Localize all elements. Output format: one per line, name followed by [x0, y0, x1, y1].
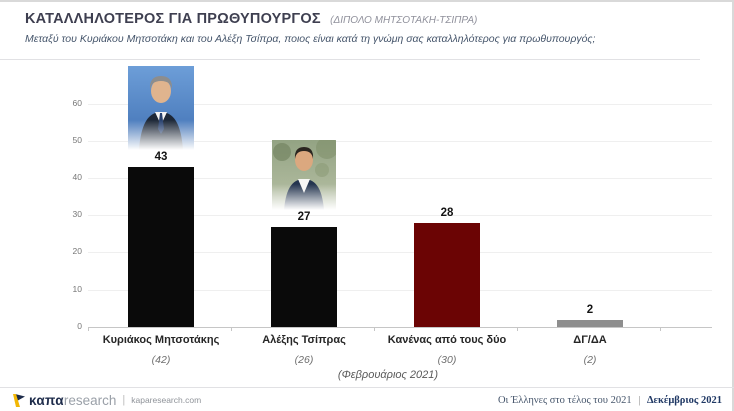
y-tick-label: 30 — [72, 209, 82, 219]
y-tick-label: 50 — [72, 135, 82, 145]
bar-slot-neither: 28 — [414, 62, 480, 327]
report-separator: | — [638, 394, 641, 406]
logo-domain-text: kaparesearch.com — [131, 395, 202, 405]
bar-value: 43 — [154, 151, 168, 163]
bar — [557, 320, 623, 327]
bar — [271, 227, 337, 327]
page-title-suffix: (ΔΙΠΟΛΟ ΜΗΤΣΟΤΑΚΗ-ΤΣΙΠΡΑ) — [330, 15, 478, 26]
survey-question: Μεταξύ του Κυριάκου Μητσοτάκη και του Αλ… — [25, 33, 596, 45]
bar-value: 27 — [297, 211, 311, 223]
category-label: Αλέξης Τσίπρας — [262, 334, 346, 346]
gridline-40 — [88, 178, 712, 179]
bar-slot-mitsotakis: 43 — [128, 62, 194, 327]
logo-brand-text-2: research — [63, 392, 117, 408]
bar-value: 2 — [586, 304, 594, 316]
page-title: ΚΑΤΑΛΛΗΛΟΤΕΡΟΣ ΓΙΑ ΠΡΩΘΥΠΟΥΡΓΟΣ — [25, 11, 321, 27]
x-axis-tick — [374, 327, 375, 331]
report-date: Δεκέμβριος 2021 — [646, 394, 722, 406]
footer-divider — [0, 387, 734, 388]
gridline-30 — [88, 215, 712, 216]
x-axis-tick — [517, 327, 518, 331]
report-title: Οι Έλληνες στο τέλος του 2021 — [497, 394, 632, 406]
logo-brand-text: καπα — [29, 392, 64, 408]
x-axis-tick — [231, 327, 232, 331]
x-axis-tick — [660, 327, 661, 331]
bar — [414, 223, 480, 327]
header-divider — [0, 59, 700, 60]
gridline-20 — [88, 252, 712, 253]
logo-separator: | — [122, 394, 126, 406]
y-tick-label: 40 — [72, 172, 82, 182]
category-neither: Κανένας από τους δύο (30) — [374, 334, 520, 366]
kapa-research-logo: καπα research | kaparesearch.com — [12, 393, 201, 408]
x-axis-tick — [88, 327, 89, 331]
report-reference: Οι Έλληνες στο τέλος του 2021 | Δεκέμβρι… — [498, 395, 722, 406]
y-tick-label: 0 — [77, 321, 82, 331]
bar-value: 28 — [440, 207, 454, 219]
category-mitsotakis: Κυριάκος Μητσοτάκης (42) — [88, 334, 234, 366]
kapa-logo-icon — [12, 393, 26, 408]
previous-wave-label: (Φεβρουάριος 2021) — [337, 369, 439, 381]
previous-value: (26) — [294, 354, 314, 366]
gridline-50 — [88, 141, 712, 142]
y-tick-label: 10 — [72, 284, 82, 294]
photo-tsipras — [272, 137, 338, 210]
header: ΚΑΤΑΛΛΗΛΟΤΕΡΟΣ ΓΙΑ ΠΡΩΘΥΠΟΥΡΓΟΣ (ΔΙΠΟΛΟ … — [25, 10, 702, 45]
y-tick-label: 60 — [72, 98, 82, 108]
category-dk-na: ΔΓ/ΔΑ (2) — [517, 334, 663, 366]
previous-value: (42) — [151, 354, 171, 366]
category-label: Κυριάκος Μητσοτάκης — [102, 334, 220, 346]
bar-slot-tsipras: 27 — [271, 62, 338, 327]
gridline-10 — [88, 290, 712, 291]
bar — [128, 167, 194, 327]
bar-slot-dk-na: 2 — [557, 62, 623, 327]
bar-chart: 60 50 40 30 20 10 0 — [0, 62, 734, 387]
gridline-60 — [88, 104, 712, 105]
footer: καπα research | kaparesearch.com Οι Έλλην… — [12, 391, 722, 409]
photo-mitsotakis — [128, 66, 194, 150]
x-axis-line — [88, 327, 712, 328]
previous-value: (30) — [437, 354, 457, 366]
category-label: Κανένας από τους δύο — [387, 334, 507, 346]
previous-value: (2) — [583, 354, 597, 366]
category-tsipras: Αλέξης Τσίπρας (26) — [231, 334, 377, 366]
y-tick-label: 20 — [72, 246, 82, 256]
category-label: ΔΓ/ΔΑ — [573, 334, 607, 346]
